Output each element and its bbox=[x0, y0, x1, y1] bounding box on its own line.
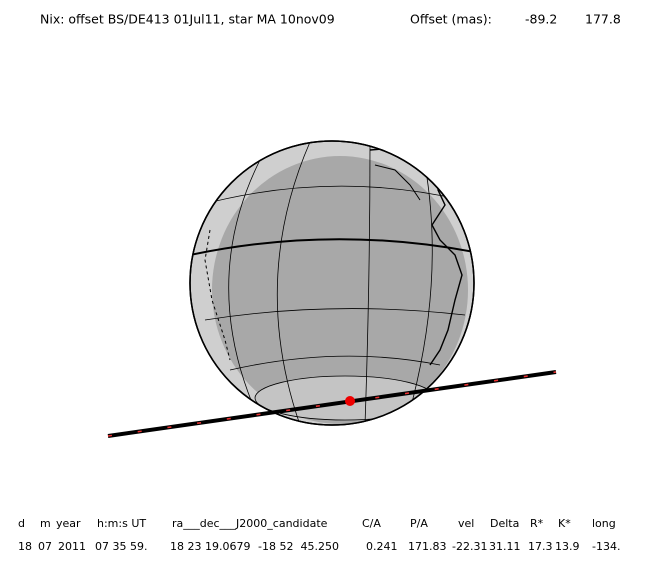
column-header: d bbox=[18, 517, 25, 530]
column-header: Delta bbox=[490, 517, 519, 530]
table-cell: 2011 bbox=[58, 540, 86, 553]
offset-label: Offset (mas): bbox=[410, 12, 492, 27]
column-header: h:m:s UT bbox=[97, 517, 146, 530]
header: Nix: offset BS/DE413 01Jul11, star MA 10… bbox=[40, 12, 621, 27]
table-cell: -18 52 45.250 bbox=[258, 540, 339, 553]
table-cell: 18 bbox=[18, 540, 32, 553]
table-cell: -134. bbox=[592, 540, 620, 553]
column-header: long bbox=[592, 517, 616, 530]
table: d m year h:m:s UT ra___dec___J2000_candidate… bbox=[18, 517, 620, 553]
column-header: m bbox=[40, 517, 51, 530]
globe bbox=[189, 140, 475, 426]
table-cell: 07 bbox=[38, 540, 52, 553]
table-cell: -22.31 bbox=[452, 540, 487, 553]
table-cell: 07 35 59. bbox=[95, 540, 147, 553]
table-cell: 18 23 19.0679 bbox=[170, 540, 250, 553]
table-cell: 171.83 bbox=[408, 540, 447, 553]
column-header: R* bbox=[530, 517, 544, 530]
table-cell: 17.3 bbox=[528, 540, 553, 553]
title: Nix: offset BS/DE413 01Jul11, star MA 10… bbox=[40, 12, 335, 27]
offset-x: -89.2 bbox=[525, 12, 557, 27]
table-cell: 31.11 bbox=[489, 540, 521, 553]
column-header: K* bbox=[558, 517, 571, 530]
track bbox=[107, 370, 557, 438]
table-cell: 13.9 bbox=[555, 540, 580, 553]
column-header: vel bbox=[458, 517, 474, 530]
column-header: ra___dec___J2000_candidate bbox=[172, 517, 328, 530]
table-cell: 0.241 bbox=[366, 540, 398, 553]
column-header: P/A bbox=[410, 517, 428, 530]
column-header: year bbox=[56, 517, 81, 530]
offset-y: 177.8 bbox=[585, 12, 621, 27]
column-header: C/A bbox=[362, 517, 381, 530]
